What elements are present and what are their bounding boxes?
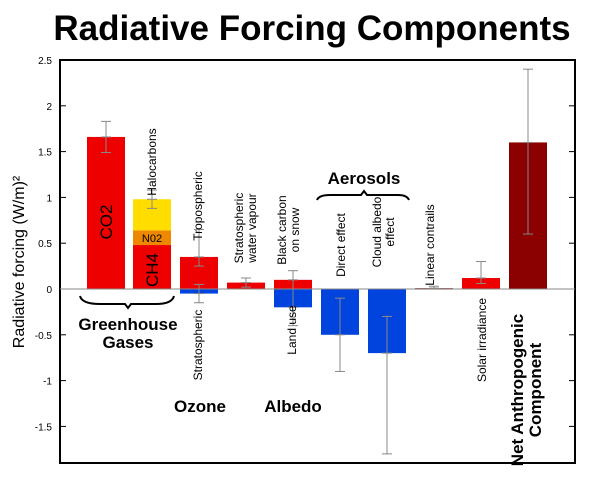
y-tick-label: 2 xyxy=(46,102,52,113)
bar-label: Halocarbons xyxy=(145,128,159,195)
group-label-gases: Gases xyxy=(102,333,153,352)
y-tick-label: -1.5 xyxy=(35,422,53,433)
bar-label: Linear contrails xyxy=(423,204,437,285)
group-label-ozone: Ozone xyxy=(174,397,226,416)
y-tick-label: -0.5 xyxy=(35,331,53,342)
y-tick-label: 1 xyxy=(46,193,52,204)
y-tick-label: 0 xyxy=(46,285,52,296)
y-axis-label: Radiative forcing (W/m)² xyxy=(11,175,28,348)
y-tick-label: 0.5 xyxy=(38,239,52,250)
brace-aerosols xyxy=(316,189,410,201)
bar-label: Stratospheric xyxy=(191,310,205,381)
group-label-greenhouse: Greenhouse xyxy=(78,315,177,334)
y-tick-label: 2.5 xyxy=(38,56,52,67)
bar-label: Net AnthropogenicComponent xyxy=(508,314,545,466)
bar-co2 xyxy=(87,136,125,289)
bar-label: Cloud albedoeffect xyxy=(370,196,397,267)
bar-label: Direct effect xyxy=(334,212,348,276)
bar-ch4 xyxy=(133,245,171,289)
bar-label: CO2 xyxy=(97,205,116,240)
bar-label: CH4 xyxy=(143,253,162,287)
bar-label: Solar irradiance xyxy=(475,298,489,382)
plot-frame xyxy=(59,59,576,464)
chart-title: Radiative Forcing Components xyxy=(53,9,570,48)
y-tick-label: 1.5 xyxy=(38,148,52,159)
group-label-albedo: Albedo xyxy=(264,397,322,416)
bar-n02 xyxy=(133,230,171,246)
bar-label: N02 xyxy=(142,233,162,245)
bar-label: Black carbonon snow xyxy=(275,195,302,264)
bar-label: Tropospheric xyxy=(191,171,205,241)
y-tick-label: -1 xyxy=(43,377,52,388)
group-label-aerosols: Aerosols xyxy=(328,169,401,188)
bar-label: Stratosphericwater vapour xyxy=(232,193,259,264)
brace-greenhouse xyxy=(79,295,175,310)
bar-label: Land use xyxy=(285,305,299,355)
